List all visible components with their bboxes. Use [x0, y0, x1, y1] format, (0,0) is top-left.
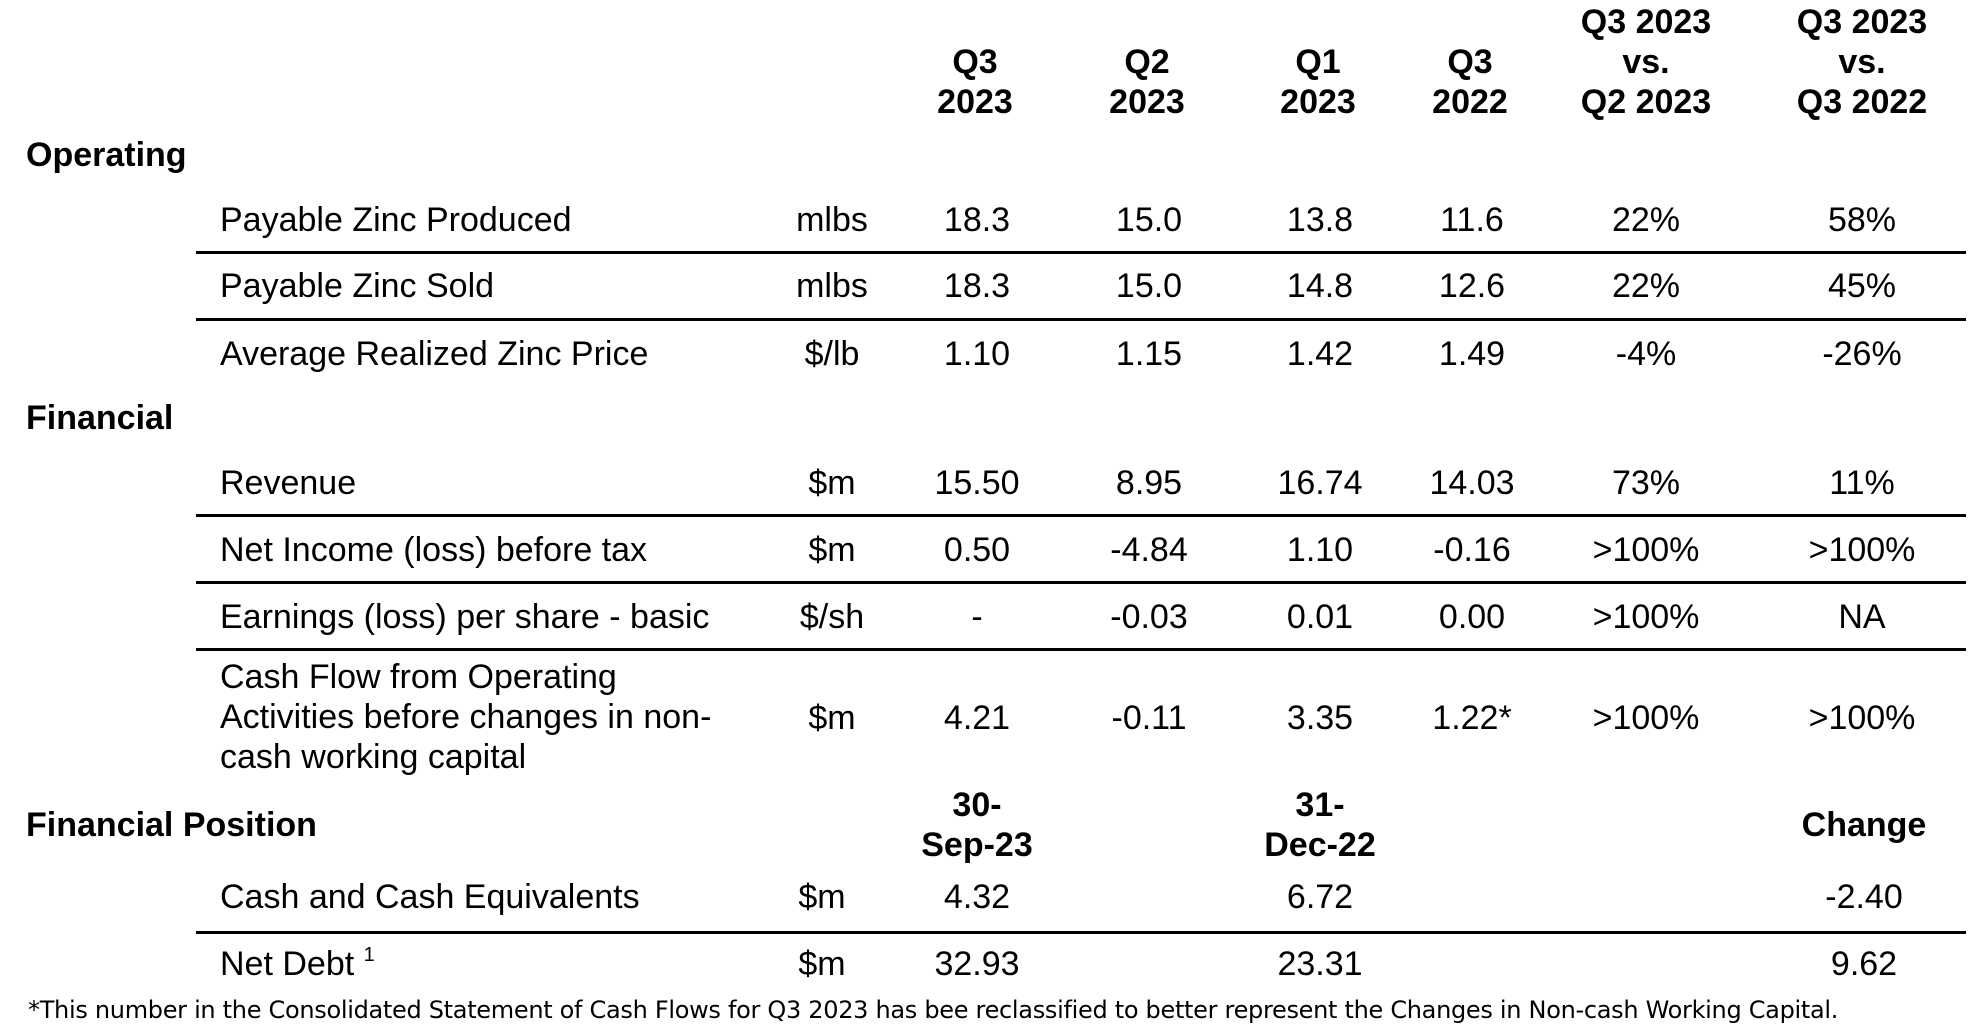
cell-q3-2023: 18.3 — [943, 201, 1011, 239]
cell-q2-2023: -4.84 — [1110, 531, 1188, 569]
col-header-q2-2023: Q2 2023 — [1109, 43, 1185, 121]
cell-vs-q2: 73% — [1611, 464, 1681, 502]
col-header-change: Change — [1801, 806, 1927, 844]
cell-q1-2023: 1.10 — [1286, 531, 1354, 569]
cell-dec-22: 6.72 — [1286, 878, 1354, 916]
cell-q1-2023: 0.01 — [1286, 598, 1354, 636]
cell-q3-2023: 18.3 — [943, 267, 1011, 305]
cell-dec-22: 23.31 — [1277, 945, 1363, 983]
col-header-q3-2022: Q3 2022 — [1432, 43, 1508, 121]
row-label: Payable Zinc Produced — [220, 201, 572, 239]
cell-change: 9.62 — [1830, 945, 1898, 983]
col-header-q3-vs-q3: Q3 2023 vs. Q3 2022 — [1796, 3, 1928, 121]
cell-vs-q3: >100% — [1808, 531, 1916, 569]
row-label: Average Realized Zinc Price — [220, 335, 649, 373]
row-unit: $/lb — [804, 335, 860, 373]
cell-vs-q2: -4% — [1615, 335, 1677, 373]
cell-q2-2023: 15.0 — [1115, 201, 1183, 239]
col-header-q3-vs-q2: Q3 2023 vs. Q2 2023 — [1580, 3, 1712, 121]
cell-vs-q2: 22% — [1611, 267, 1681, 305]
cell-q2-2023: -0.03 — [1110, 598, 1188, 636]
section-title-financial: Financial — [26, 399, 174, 437]
cell-q1-2023: 13.8 — [1286, 201, 1354, 239]
col-header-q1-2023: Q1 2023 — [1280, 43, 1356, 121]
row-label: Net Debt 1 — [220, 944, 375, 983]
cell-q2-2023: 15.0 — [1115, 267, 1183, 305]
row-unit: mlbs — [796, 201, 868, 239]
row-divider — [196, 648, 1966, 651]
row-label: Revenue — [220, 464, 357, 502]
col-header-sep-23: 30- Sep-23 — [921, 786, 1033, 864]
row-unit: mlbs — [796, 267, 868, 305]
cell-q3-2022: 1.49 — [1438, 335, 1506, 373]
cell-q1-2023: 16.74 — [1277, 464, 1363, 502]
row-divider — [196, 514, 1966, 517]
cell-vs-q2: 22% — [1611, 201, 1681, 239]
cell-vs-q2: >100% — [1592, 531, 1700, 569]
row-divider — [196, 318, 1966, 321]
cell-q3-2023: 1.10 — [943, 335, 1011, 373]
cell-q1-2023: 1.42 — [1286, 335, 1354, 373]
cell-q3-2022: 12.6 — [1438, 267, 1506, 305]
row-label: Net Income (loss) before tax — [220, 531, 648, 569]
cell-q3-2022: 11.6 — [1440, 201, 1504, 239]
cell-sep-23: 4.32 — [943, 878, 1011, 916]
cell-q3-2022: 0.00 — [1438, 598, 1506, 636]
row-divider — [196, 251, 1966, 254]
cell-change: -2.40 — [1825, 878, 1903, 916]
cell-vs-q3: 58% — [1827, 201, 1897, 239]
footnote-mark: 1 — [363, 944, 375, 966]
col-header-q3-2023: Q3 2023 — [937, 43, 1013, 121]
cell-q3-2022: 14.03 — [1429, 464, 1515, 502]
row-unit: $/sh — [799, 598, 865, 636]
row-label: Earnings (loss) per share - basic — [220, 598, 710, 636]
cell-q1-2023: 3.35 — [1286, 699, 1354, 737]
cell-vs-q3: >100% — [1808, 699, 1916, 737]
cell-vs-q2: >100% — [1592, 598, 1700, 636]
cell-sep-23: 32.93 — [934, 945, 1020, 983]
cell-q2-2023: 1.15 — [1115, 335, 1183, 373]
row-unit: $m — [808, 699, 856, 737]
section-title-financial-position: Financial Position — [26, 806, 317, 844]
row-unit: $m — [808, 464, 856, 502]
row-label: Cash Flow from Operating Activities befo… — [220, 658, 712, 776]
row-divider — [196, 581, 1966, 584]
cell-q3-2023: 0.50 — [943, 531, 1011, 569]
cell-vs-q3: -26% — [1822, 335, 1902, 373]
section-title-operating: Operating — [26, 136, 187, 174]
row-label: Cash and Cash Equivalents — [220, 878, 640, 916]
row-unit: $m — [808, 531, 856, 569]
cell-vs-q3: 11% — [1829, 464, 1895, 502]
row-unit: $m — [798, 878, 846, 916]
row-label: Payable Zinc Sold — [220, 267, 495, 305]
cell-q1-2023: 14.8 — [1286, 267, 1354, 305]
cell-vs-q3: NA — [1838, 598, 1886, 636]
cell-q2-2023: -0.11 — [1111, 699, 1187, 737]
row-unit: $m — [798, 945, 846, 983]
cell-vs-q2: >100% — [1592, 699, 1700, 737]
footnote: *This number in the Consolidated Stateme… — [28, 996, 1839, 1024]
cell-q3-2023: 15.50 — [934, 464, 1020, 502]
cell-q2-2023: 8.95 — [1115, 464, 1183, 502]
cell-q3-2022: 1.22* — [1432, 699, 1512, 737]
cell-vs-q3: 45% — [1827, 267, 1897, 305]
cell-q3-2022: -0.16 — [1433, 531, 1511, 569]
cell-q3-2023: 4.21 — [943, 699, 1011, 737]
cell-q3-2023: - — [971, 598, 983, 636]
row-divider — [196, 931, 1966, 934]
col-header-dec-22: 31- Dec-22 — [1264, 786, 1376, 864]
